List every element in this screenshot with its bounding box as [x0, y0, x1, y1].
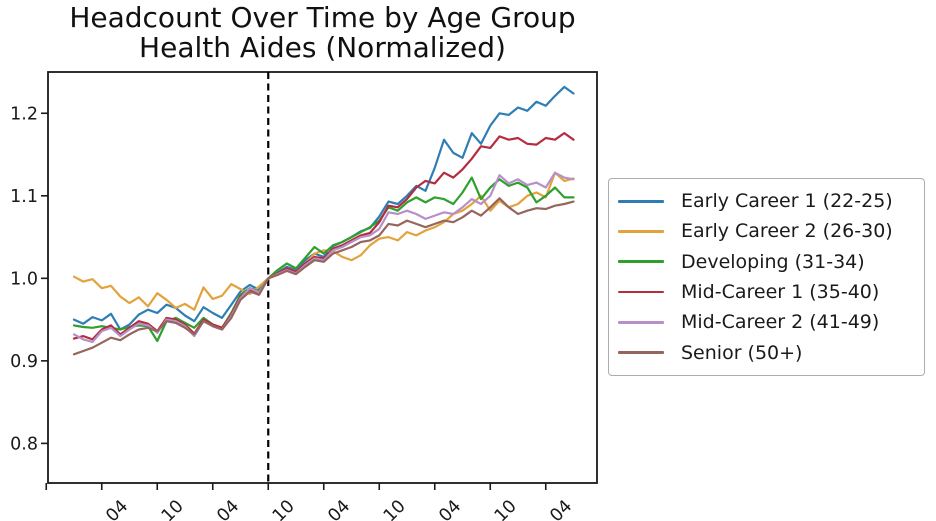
y-tick-label: 1.2 [10, 104, 38, 124]
series-line [72, 197, 575, 356]
x-tick-label: 04 [213, 496, 243, 521]
y-tick-label: 0.9 [10, 352, 38, 372]
legend-item: Mid-Career 1 (35-40) [618, 277, 918, 307]
legend-label: Mid-Career 1 (35-40) [681, 281, 880, 304]
legend-swatch [618, 290, 664, 294]
y-tick-label: 1.0 [10, 269, 38, 289]
legend-swatch [618, 351, 664, 355]
x-tick-label: 04 [102, 496, 132, 521]
chart-title: Headcount Over Time by Age Group Health … [48, 3, 597, 63]
legend-item: Mid-Career 2 (41-49) [618, 307, 918, 337]
series-line [72, 176, 575, 343]
legend-swatch [618, 260, 664, 264]
legend-label: Mid-Career 2 (41-49) [681, 311, 880, 334]
y-tick-label: 0.8 [10, 434, 38, 454]
series-line [72, 171, 575, 311]
series-line [72, 85, 575, 331]
x-tick-label: 04 [435, 496, 465, 521]
legend-label: Early Career 2 (26-30) [681, 220, 893, 243]
x-tick-label: 10 [158, 496, 188, 521]
y-tick-label: 1.1 [10, 187, 38, 207]
x-tick-label: 10 [269, 496, 299, 521]
legend-label: Senior (50+) [681, 341, 803, 364]
x-tick-label: 04 [324, 496, 354, 521]
x-tick-label: 10 [380, 496, 410, 521]
legend-label: Early Career 1 (22-25) [681, 190, 893, 213]
legend-item: Senior (50+) [618, 337, 918, 367]
chart-title-line2: Health Aides (Normalized) [139, 31, 506, 64]
legend-item: Developing (31-34) [618, 247, 918, 277]
x-tick-label: 04 [546, 496, 576, 521]
plot-frame [47, 71, 598, 484]
legend-label: Developing (31-34) [681, 250, 865, 273]
legend-swatch [618, 320, 664, 324]
legend-swatch [618, 230, 664, 233]
series-line [72, 171, 575, 343]
legend-box: Early Career 1 (22-25) Early Career 2 (26… [608, 178, 925, 376]
x-tick-label: 10 [491, 496, 521, 521]
legend-item: Early Career 2 (26-30) [618, 216, 918, 246]
legend-item: Early Career 1 (22-25) [618, 186, 918, 216]
series-line [72, 132, 575, 341]
chart-title-line1: Headcount Over Time by Age Group [69, 1, 576, 34]
legend-swatch [618, 199, 664, 203]
